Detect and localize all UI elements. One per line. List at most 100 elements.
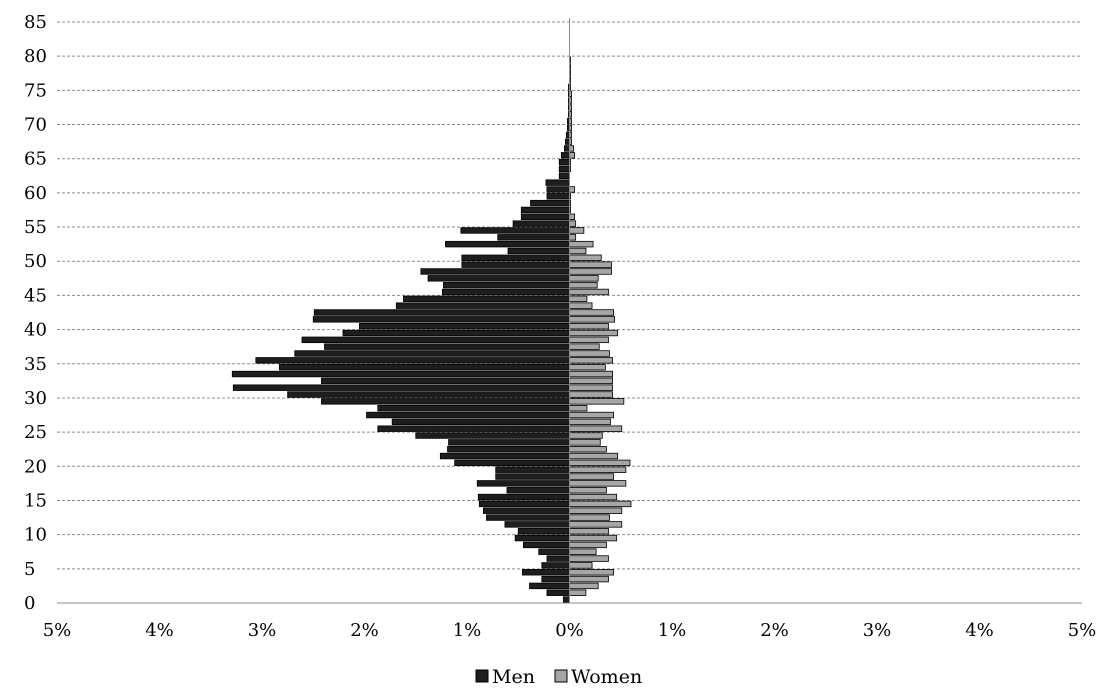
men-bar [294,350,570,357]
x-tick-label: 1% [453,620,482,641]
men-bar [324,343,570,350]
legend-women-label: Women [571,666,642,688]
legend-women-swatch [554,669,568,683]
women-bar [569,350,610,357]
men-bar [391,418,570,426]
men-bar [504,521,570,528]
men-bar [443,281,570,289]
men-bar [486,514,570,521]
women-bar [569,582,599,590]
women-bars [569,56,632,596]
women-bar [569,493,618,501]
women-bar [569,432,603,439]
men-bar [507,247,570,255]
x-tick-label: 3% [248,620,277,641]
women-bar [569,487,607,494]
men-bar [558,158,570,166]
y-tick-label: 25 [24,422,47,443]
men-bar [478,500,570,508]
men-bar [506,487,570,494]
women-bar [569,514,610,521]
women-bar [569,528,609,535]
women-bar [569,247,587,255]
y-tick-label: 5 [24,559,35,580]
y-tick-label: 40 [24,320,47,341]
y-tick-label: 20 [24,456,47,477]
x-axis-tick-labels: 5% 4% 3% 2% 1% 0% 1% 2% 3% 4% 5% [43,620,1097,641]
women-bar [569,384,613,391]
x-tick-label: 5% [1068,620,1097,641]
men-bar [461,254,570,262]
women-bar [569,425,623,432]
women-bar [569,357,613,364]
men-bar [448,439,570,446]
men-bar [560,152,570,159]
women-bar [569,473,614,480]
y-tick-label: 10 [24,525,47,546]
legend-men-swatch [475,669,489,683]
women-bar [569,261,612,268]
men-bar [565,138,570,145]
y-tick-label: 30 [24,388,47,409]
women-bar [569,213,576,221]
women-bar [569,227,585,234]
men-bar [529,582,570,590]
y-tick-label: 35 [24,354,47,375]
men-bar [342,329,570,337]
women-bar [569,254,602,262]
women-bar [569,562,593,569]
women-bar [569,534,618,542]
women-bar [569,418,611,426]
women-bar [569,548,597,555]
men-bar [514,534,570,542]
men-bar [522,541,570,549]
x-tick-label: 0% [555,620,584,641]
men-bar [312,316,570,323]
y-tick-label: 65 [24,149,47,170]
men-bar [403,295,570,303]
women-bar [569,411,614,419]
men-bar [546,186,570,193]
women-bar [569,343,600,350]
women-bar [569,288,609,296]
women-bar [569,439,601,446]
y-tick-label: 80 [24,46,47,67]
x-tick-label: 4% [965,620,994,641]
men-bar [482,507,570,514]
women-bar [569,521,623,528]
y-tick-label: 55 [24,217,47,238]
men-bar [520,213,570,221]
men-bar [255,357,570,364]
women-bar [569,322,609,330]
women-bar [569,145,574,152]
x-tick-label: 4% [145,620,174,641]
men-bar [512,220,570,227]
x-tick-label: 1% [658,620,687,641]
women-bar [569,404,588,412]
men-bar [497,234,570,241]
women-bar [569,466,627,473]
men-bar [461,261,570,268]
women-bar [569,459,631,467]
x-tick-label: 2% [760,620,789,641]
men-bar [546,193,570,200]
legend-men-label: Men [492,666,535,688]
men-bar [377,425,570,432]
women-bar [569,507,623,514]
men-bar [377,404,570,412]
men-bar [545,179,570,186]
women-bar [569,446,607,453]
men-bar [495,473,570,480]
women-bar [569,240,594,248]
women-bar [569,329,619,337]
women-bar [569,575,609,583]
women-bar [569,281,598,289]
men-bar [454,459,570,467]
y-tick-label: 15 [24,490,47,511]
men-bar [279,363,570,371]
men-bar [439,452,570,460]
women-bar [569,302,593,309]
men-bar [495,466,570,473]
men-bar [420,268,570,275]
